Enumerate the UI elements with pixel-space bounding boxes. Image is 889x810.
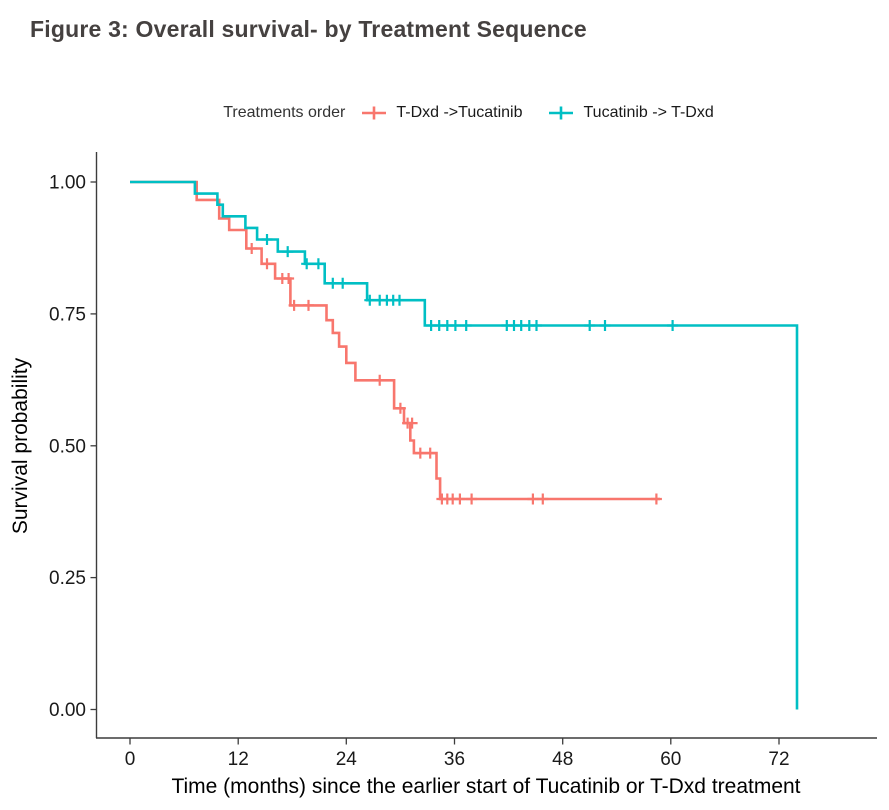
censor-plus-mark: [650, 493, 662, 505]
censor-plus-mark: [599, 320, 611, 331]
censor-plus-mark: [288, 299, 300, 311]
y-tick-label: 0.00: [49, 700, 86, 721]
x-ticks: 0 12 24 36 48 60 72: [125, 738, 790, 770]
censor-plus-mark: [327, 277, 339, 289]
censor-plus-mark: [282, 246, 294, 258]
x-tick-label: 36: [444, 749, 465, 770]
x-axis-title: Time (months) since the earlier start of…: [171, 775, 800, 798]
y-axis-title: Survival probability: [9, 357, 32, 534]
censor-plus-mark: [406, 417, 418, 429]
censor-plus-mark: [303, 299, 314, 311]
censor-plus-mark: [667, 320, 679, 331]
x-tick-label: 60: [660, 749, 681, 770]
censor-plus-mark: [312, 258, 324, 270]
legend-item-label: T-Dxd ->Tucatinib: [396, 104, 523, 121]
legend-title: Treatments order: [223, 104, 346, 121]
plus-marker-icon: [549, 106, 574, 120]
censor-plus-mark: [584, 320, 596, 331]
censor-plus-mark: [246, 243, 258, 254]
censor-plus-mark: [424, 447, 436, 459]
legend-item: Tucatinib -> T-Dxd: [548, 104, 714, 122]
censor-plus-mark: [337, 277, 349, 289]
legend-item-label: Tucatinib -> T-Dxd: [583, 104, 714, 121]
y-ticks: 1.00 0.75 0.50 0.25 0.00: [49, 173, 97, 721]
censor-plus-mark: [374, 374, 386, 386]
censor-plus-mark: [537, 493, 549, 505]
censor-plus-mark: [414, 447, 426, 459]
figure-title: Figure 3: Overall survival- by Treatment…: [30, 16, 587, 42]
censor-plus-mark: [261, 234, 273, 245]
censor-plus-mark: [454, 493, 466, 505]
km-curve: [130, 180, 660, 501]
chart-legend: Treatments order T-Dxd ->Tucatinib Tucat…: [0, 104, 889, 122]
censor-plus-mark: [466, 493, 478, 505]
y-tick-label: 0.75: [49, 304, 86, 325]
censor-plus-mark: [301, 258, 313, 270]
y-tick-label: 0.50: [49, 436, 86, 457]
y-tick-label: 0.25: [49, 568, 86, 589]
series-layer: [130, 180, 799, 710]
censor-plus-mark: [449, 320, 461, 331]
x-tick-label: 48: [552, 749, 573, 770]
x-tick-label: 0: [125, 749, 136, 770]
x-tick-label: 72: [768, 749, 789, 770]
x-tick-label: 24: [336, 749, 358, 770]
censor-plus-mark: [261, 258, 273, 270]
censor-plus-mark: [394, 402, 406, 414]
km-curve: [130, 180, 799, 710]
censor-plus-mark: [394, 294, 405, 306]
y-tick-label: 1.00: [49, 173, 86, 194]
censor-plus-mark: [527, 493, 539, 505]
censor-plus-mark: [364, 294, 376, 306]
legend-item: T-Dxd ->Tucatinib: [361, 104, 522, 122]
x-tick-label: 12: [228, 749, 249, 770]
censor-plus-mark: [460, 320, 472, 331]
plus-marker-icon: [362, 106, 387, 120]
censor-plus-mark: [531, 320, 542, 331]
censor-plus-mark: [283, 273, 295, 284]
